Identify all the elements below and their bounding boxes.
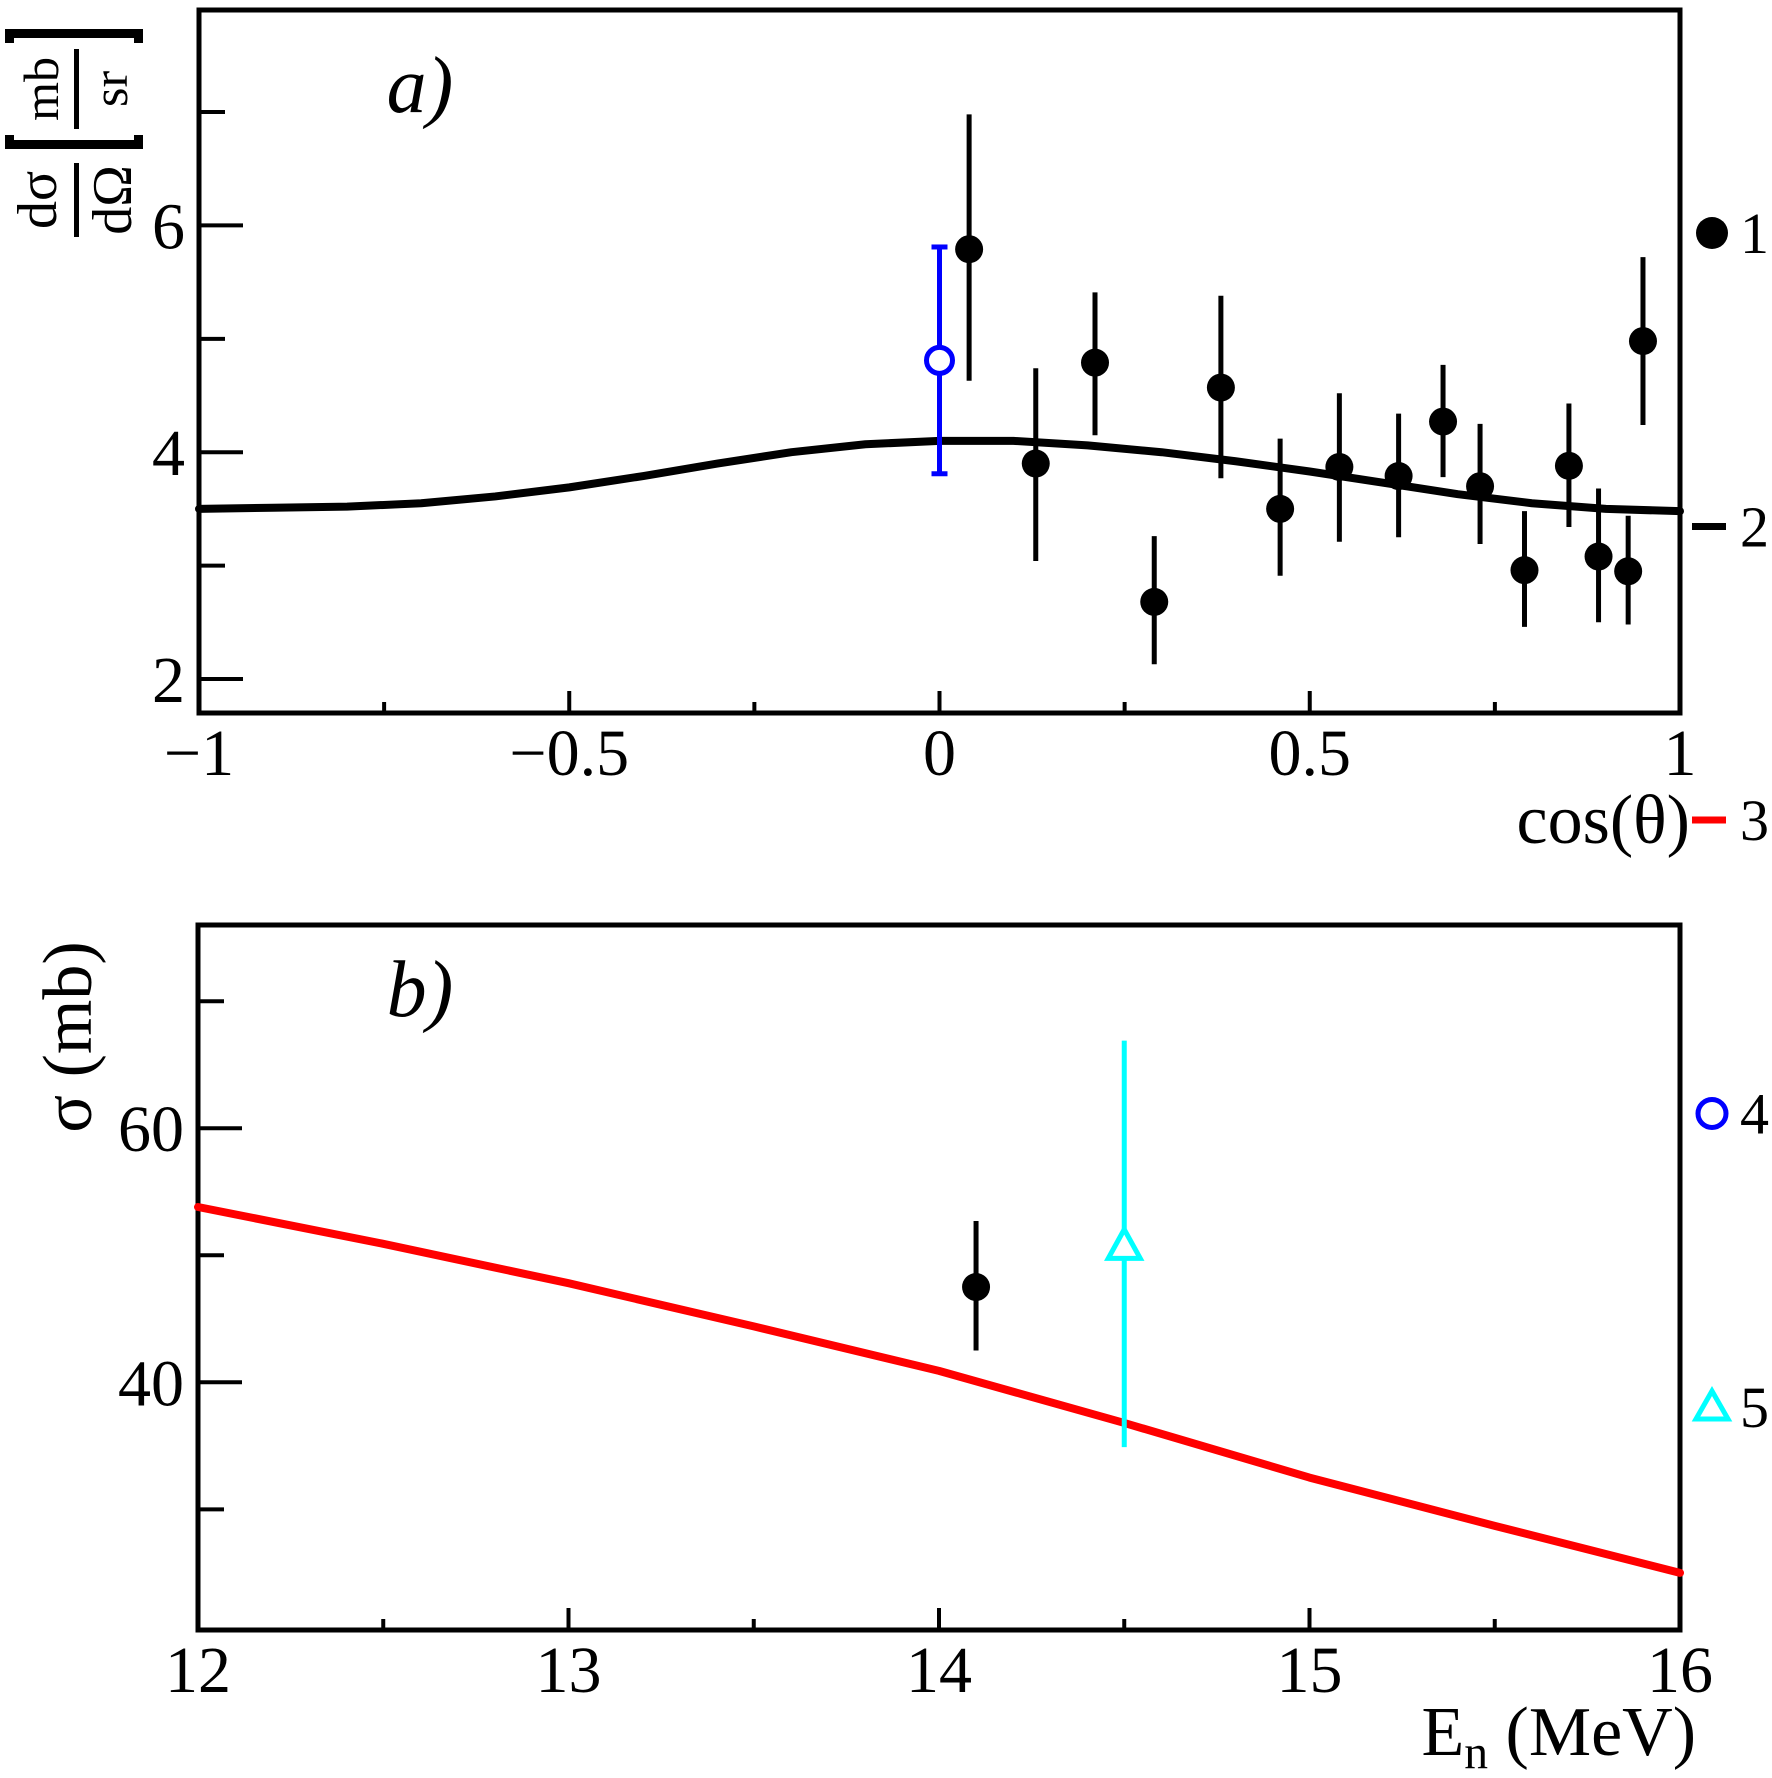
- series-1-point: [1614, 557, 1643, 586]
- right-bracket: [5, 28, 143, 43]
- series-4-point: [924, 344, 955, 376]
- panel-b-y-axis-label: σ (mb): [29, 941, 107, 1133]
- series-1-point: [1266, 494, 1295, 523]
- series-1-point: [1021, 449, 1050, 478]
- mb-sr-unit-fraction: mb sr: [13, 48, 138, 129]
- series-1-point: [1584, 542, 1613, 571]
- legend-label-2: 2: [1740, 495, 1769, 560]
- x-tick-label: 13: [536, 1634, 602, 1707]
- x-tick-label: −0.5: [509, 717, 629, 790]
- dsigma-domega-fraction: dσ dΩ: [7, 162, 144, 238]
- series-1-point: [1325, 452, 1354, 481]
- x-tick-label: 1: [1664, 717, 1697, 790]
- series-1-point: [962, 1273, 991, 1302]
- panel-b-title: b): [386, 946, 454, 1034]
- legend-marker-5: [1691, 1385, 1733, 1422]
- series-1-point: [1081, 348, 1110, 377]
- x-tick-label: 15: [1277, 1634, 1343, 1707]
- series-1-point: [1554, 451, 1583, 480]
- legend-marker-4: [1695, 1097, 1729, 1130]
- legend-label-4: 4: [1740, 1082, 1769, 1147]
- x-tick-label: 14: [906, 1634, 972, 1707]
- y-tick-label: 60: [118, 1093, 184, 1166]
- panel-b-x-axis-label: En (MeV): [1330, 1694, 1696, 1778]
- x-tick-label: 0: [923, 717, 956, 790]
- series-1-point: [1628, 327, 1657, 356]
- energy-units: (MeV): [1488, 1694, 1696, 1771]
- legend-marker-1: [1696, 217, 1728, 249]
- series-1-point: [955, 235, 984, 264]
- dsigma-numerator: dσ: [7, 162, 79, 238]
- x-tick-label: 0.5: [1269, 717, 1352, 790]
- series-1-point: [1140, 587, 1169, 616]
- panel-a-title: a): [386, 42, 454, 130]
- series-1-point: [1466, 472, 1495, 501]
- energy-subscript: n: [1464, 1727, 1489, 1778]
- y-tick-label: 4: [152, 417, 185, 490]
- series-5-point: [1104, 1224, 1145, 1261]
- panel-a-y-axis-label: dσ dΩ mb sr: [4, 0, 144, 271]
- energy-symbol: E: [1421, 1694, 1465, 1771]
- panel-a-x-axis-label: cos(θ): [1516, 782, 1690, 859]
- legend-label-3: 3: [1740, 788, 1769, 853]
- legend: 1 2 3 4 5: [1691, 201, 1769, 1440]
- series-3-curve: [194, 1203, 1684, 1577]
- series-1-point: [1429, 407, 1458, 436]
- y-tick-label: 40: [118, 1347, 184, 1420]
- y-tick-label: 2: [152, 644, 185, 717]
- series-1-point: [1384, 462, 1413, 491]
- legend-label-1: 1: [1740, 201, 1769, 266]
- x-tick-label: 12: [165, 1634, 231, 1707]
- unit-denominator: sr: [81, 70, 138, 107]
- domega-denominator: dΩ: [81, 165, 144, 235]
- panel-b: 12 13 14 15 16 40 60: [118, 922, 1713, 1707]
- left-bracket: [5, 134, 143, 149]
- series-1-point: [1206, 373, 1235, 402]
- x-tick-label: 16: [1647, 1634, 1713, 1707]
- series-1-point: [1510, 556, 1539, 585]
- legend-label-5: 5: [1740, 1375, 1769, 1440]
- x-tick-label: −1: [164, 717, 234, 790]
- panel-a: −1 −0.5 0 0.5 1 2 4 6: [152, 7, 1697, 790]
- y-tick-label: 6: [152, 190, 185, 263]
- unit-numerator: mb: [13, 48, 79, 129]
